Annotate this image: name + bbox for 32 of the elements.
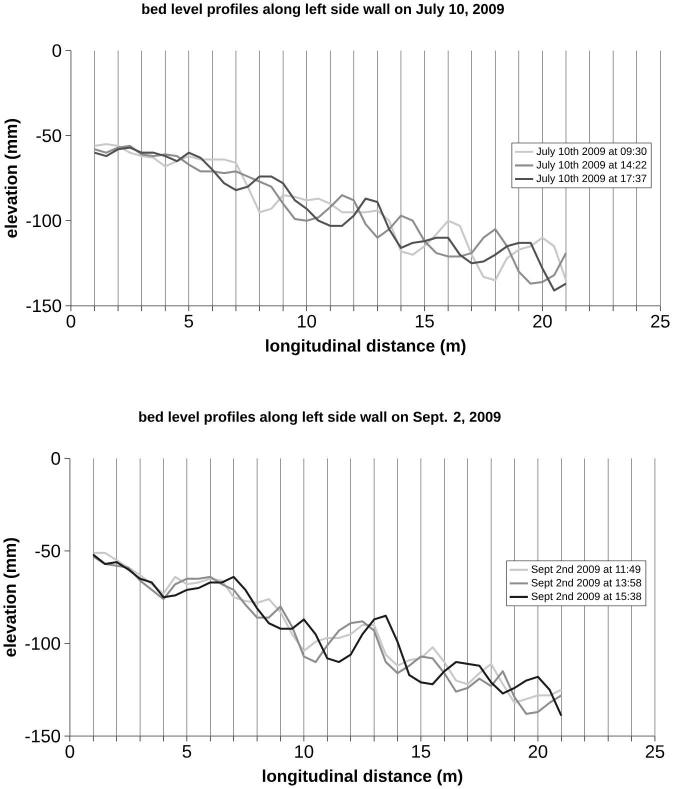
x-tick-label: 0 xyxy=(66,314,76,328)
y-tick-label: -100 xyxy=(26,214,62,228)
y-tick-label: -50 xyxy=(35,544,60,558)
x-axis-title: longitudinal distance (m) xyxy=(266,339,466,356)
x-tick-label: 10 xyxy=(298,314,316,328)
y-tick-label: -100 xyxy=(25,637,60,650)
x-tick-label: 0 xyxy=(66,745,74,758)
x-tick-label: 5 xyxy=(184,314,194,328)
chart-title: bed level profiles along left side wall on Sept. 2, 2009 xyxy=(139,411,501,425)
y-axis-title: elevation (mm) xyxy=(4,538,20,657)
x-tick-label: 5 xyxy=(182,745,192,758)
legend-label: Sept 2nd 2009 at 15:38 xyxy=(532,592,642,602)
x-tick-label: 20 xyxy=(533,314,552,328)
x-axis-title: longitudinal distance (m) xyxy=(262,770,462,786)
x-tick-label: 15 xyxy=(416,314,434,328)
x-tick-label: 25 xyxy=(646,745,664,758)
chart-title: bed level profiles along left side wall on July 10, 2009 xyxy=(142,4,504,17)
legend-label: July 10th 2009 at 17:37 xyxy=(536,174,646,184)
y-tick-label: 0 xyxy=(51,452,60,465)
legend-label: Sept 2nd 2009 at 11:49 xyxy=(532,565,640,576)
legend-label: July 10th 2009 at 09:30 xyxy=(536,147,647,158)
y-tick-label: -150 xyxy=(26,299,62,312)
y-tick-label: -150 xyxy=(25,730,60,742)
x-tick-label: 25 xyxy=(651,314,670,328)
y-axis-title: elevation (mm) xyxy=(4,119,21,238)
y-tick-label: 0 xyxy=(52,44,62,58)
legend-label: Sept 2nd 2009 at 13:58 xyxy=(532,578,642,589)
x-tick-label: 20 xyxy=(528,745,548,758)
x-tick-label: 15 xyxy=(412,745,430,758)
x-tick-label: 10 xyxy=(295,745,314,758)
legend-label: July 10th 2009 at 14:22 xyxy=(536,160,646,171)
y-tick-label: -50 xyxy=(36,129,62,142)
